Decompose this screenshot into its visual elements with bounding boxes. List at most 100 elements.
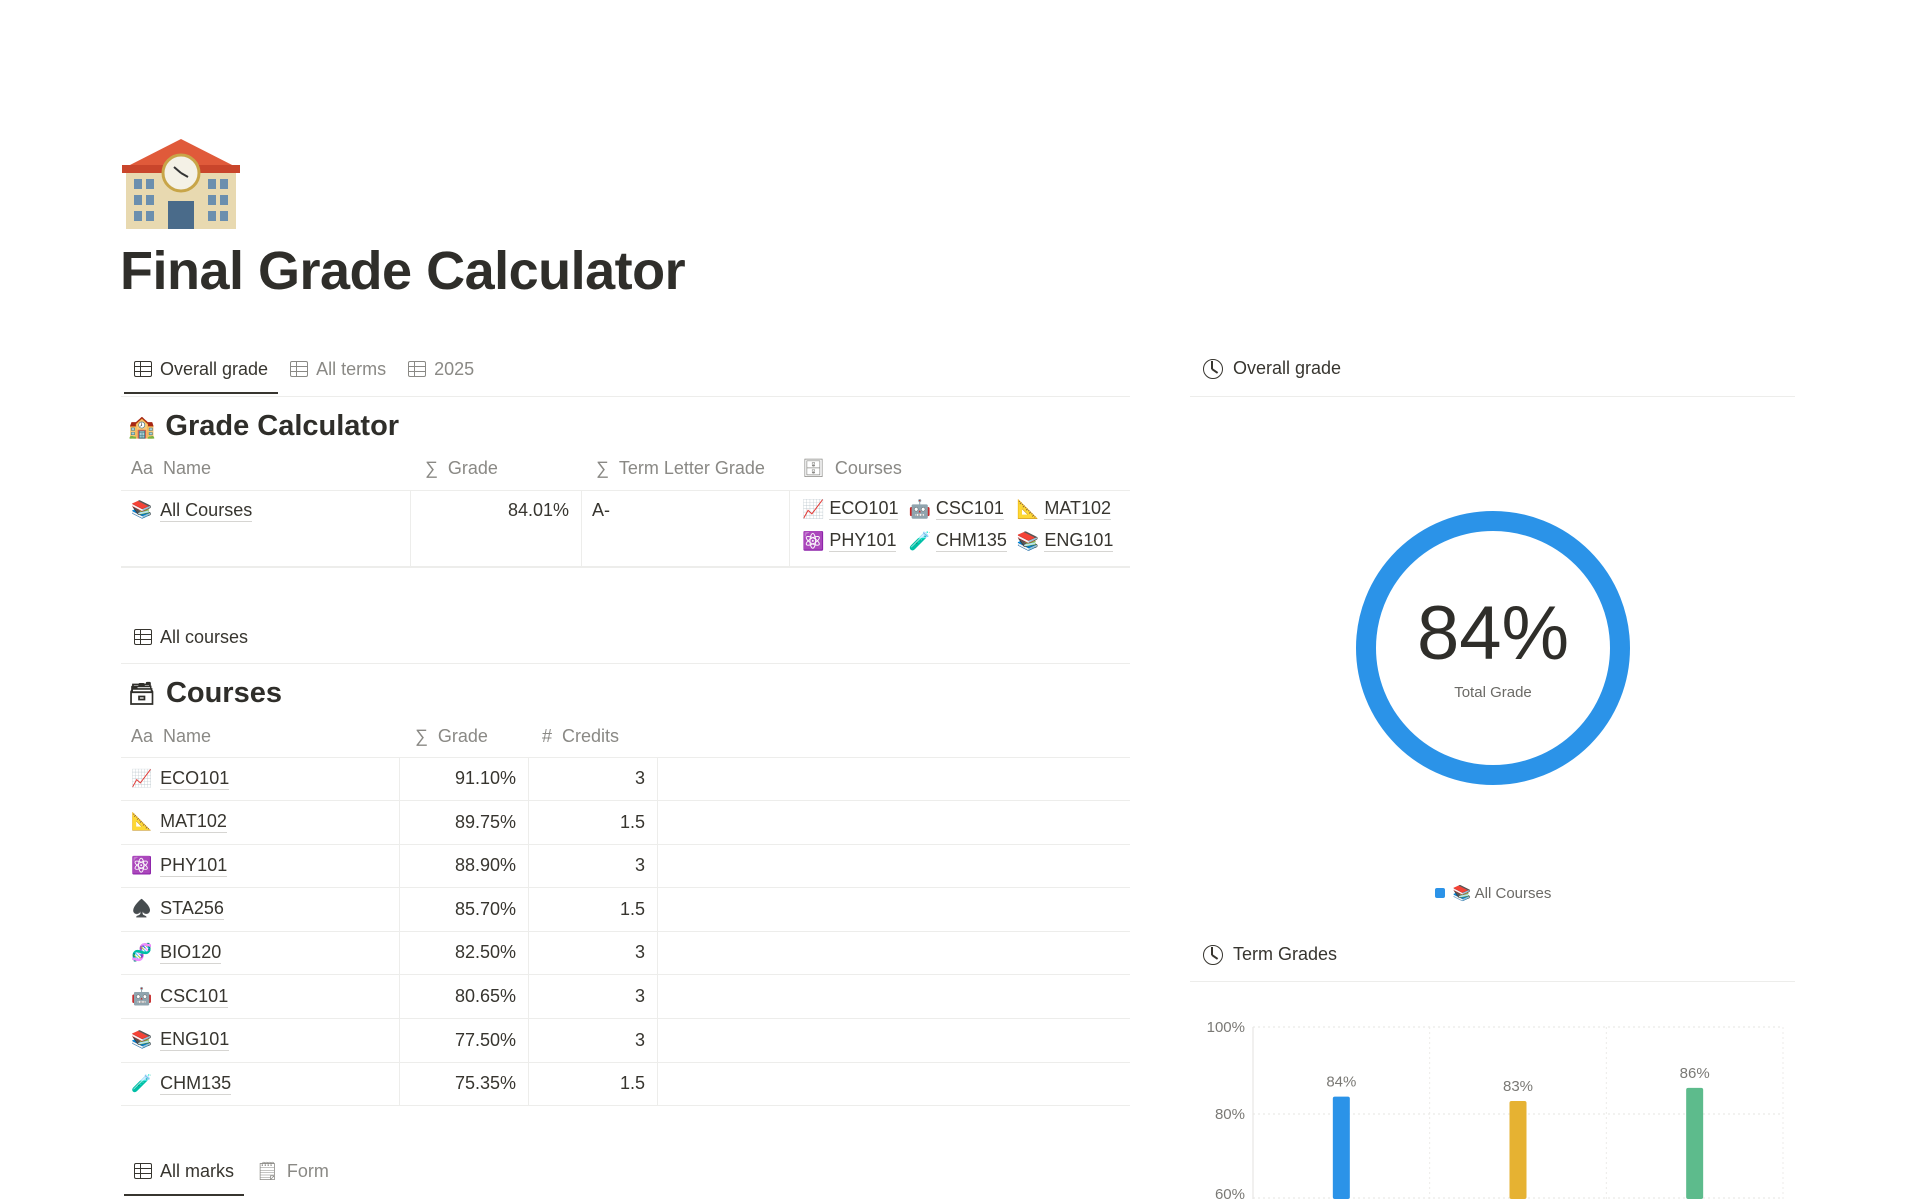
- donut-sublabel: Total Grade: [1454, 684, 1532, 701]
- bar[interactable]: [1332, 1096, 1350, 1199]
- col-label: Term Letter Grade: [618, 458, 765, 478]
- row-name[interactable]: CHM135: [160, 1072, 232, 1095]
- credits-cell: 3: [529, 844, 658, 888]
- donut-legend: 📚 All Courses: [1343, 884, 1643, 902]
- table-row[interactable]: ♠️ STA256 85.70% 1.5: [121, 887, 1130, 932]
- name-cell[interactable]: 🤖 CSC101: [121, 975, 400, 1018]
- grade-cell: 85.70%: [400, 887, 529, 931]
- table-row[interactable]: 📈 ECO101 91.10% 3: [121, 757, 1130, 801]
- row-name[interactable]: PHY101: [160, 854, 228, 877]
- table-row[interactable]: 🤖 CSC101 80.65% 3: [121, 975, 1130, 1019]
- credits-cell: 1.5: [529, 800, 658, 844]
- course-chip[interactable]: 🤖 CSC101: [908, 498, 1006, 520]
- chart-header-label: Overall grade: [1233, 358, 1342, 378]
- row-name[interactable]: CSC101: [160, 985, 229, 1008]
- table-row[interactable]: 📐 MAT102 89.75% 1.5: [121, 800, 1130, 845]
- tab-form[interactable]: 🗒 Form: [256, 1161, 329, 1182]
- table-row[interactable]: 🧪 CHM135 75.35% 1.5: [121, 1062, 1130, 1107]
- chart-icon: 📈: [802, 498, 825, 519]
- name-cell[interactable]: 📚 ENG101: [121, 1018, 400, 1062]
- tab-all-terms[interactable]: All terms: [290, 359, 386, 380]
- col-label: Name: [163, 458, 212, 478]
- atom-icon: ⚛️: [802, 530, 825, 551]
- divider: [121, 757, 1130, 758]
- row-name[interactable]: All Courses: [160, 500, 253, 522]
- name-cell[interactable]: 📐 MAT102: [121, 800, 400, 844]
- tab-label: 2025: [434, 358, 475, 379]
- tab-all-marks[interactable]: All marks: [123, 1161, 245, 1196]
- name-cell[interactable]: ⚛️ PHY101: [121, 844, 400, 888]
- name-cell[interactable]: 📈 ECO101: [121, 757, 400, 800]
- col-header-courses[interactable]: 🗄 Courses: [802, 458, 902, 479]
- books-icon: 📚: [1016, 530, 1040, 551]
- row-name[interactable]: ENG101: [160, 1029, 230, 1052]
- col-header-grade[interactable]: ∑ Grade: [415, 726, 488, 747]
- name-cell[interactable]: ♠️ STA256: [121, 887, 400, 931]
- test-tube-icon: 🧪: [908, 530, 931, 551]
- y-tick-label: 100%: [1207, 1019, 1245, 1036]
- table-icon: [290, 361, 309, 377]
- legend-swatch: [1434, 888, 1445, 898]
- grade-cell: 89.75%: [400, 800, 529, 844]
- col-header-name[interactable]: Aa Name: [131, 458, 211, 479]
- table-row[interactable]: ⚛️ PHY101 88.90% 3: [121, 844, 1130, 889]
- y-tick-label: 60%: [1215, 1186, 1245, 1199]
- ruler-icon: 📐: [131, 812, 153, 832]
- row-name[interactable]: STA256: [160, 898, 224, 921]
- divider: [1190, 981, 1795, 982]
- tab-all-courses[interactable]: All courses: [134, 627, 248, 648]
- y-tick-label: 80%: [1215, 1106, 1245, 1123]
- col-header-letter[interactable]: ∑ Term Letter Grade: [596, 458, 765, 479]
- name-cell[interactable]: 🧬 BIO120: [121, 931, 400, 975]
- text-type-icon: Aa: [131, 458, 154, 478]
- row-name[interactable]: ECO101: [160, 767, 230, 790]
- table-row[interactable]: 📚 ENG101 77.50% 3: [121, 1018, 1130, 1063]
- bar-data-label: 84%: [1326, 1074, 1356, 1091]
- courses-heading: 🗃 Courses: [128, 677, 282, 710]
- name-cell[interactable]: 📚 All Courses: [121, 490, 411, 566]
- divider: [121, 663, 1130, 664]
- number-icon: #: [542, 726, 553, 746]
- col-label: Grade: [447, 458, 498, 478]
- ruler-icon: 📐: [1016, 498, 1040, 519]
- page-title: Final Grade Calculator: [120, 241, 686, 301]
- divider: [121, 396, 1130, 397]
- row-name[interactable]: BIO120: [160, 941, 222, 964]
- tab-label: All courses: [160, 626, 249, 647]
- chart-icon: 📈: [131, 768, 153, 788]
- col-label: Name: [163, 726, 212, 746]
- robot-icon: 🤖: [908, 498, 931, 519]
- table-row[interactable]: 🧬 BIO120 82.50% 3: [121, 931, 1130, 976]
- col-header-name[interactable]: Aa Name: [131, 726, 211, 747]
- grade-calculator-heading: 🏫 Grade Calculator: [128, 410, 399, 443]
- chart-header-label: Term Grades: [1233, 944, 1338, 964]
- courses-cell[interactable]: 📈 ECO101 🤖 CSC101 📐 MAT102 ⚛️ PHY101 🧪 CHM135…: [790, 490, 1150, 566]
- course-chip[interactable]: 🧪 CHM135: [908, 530, 1007, 552]
- view-tabs: Overall grade All terms 2025: [123, 356, 474, 394]
- col-header-credits[interactable]: # Credits: [542, 726, 619, 747]
- col-header-grade[interactable]: ∑ Grade: [425, 458, 498, 479]
- overall-grade-chart-header[interactable]: Overall grade: [1203, 358, 1341, 379]
- tab-overall-grade[interactable]: Overall grade: [123, 359, 279, 394]
- tab-2025[interactable]: 2025: [408, 359, 474, 380]
- grade-cell: 88.90%: [400, 844, 529, 888]
- col-label: Credits: [562, 726, 620, 746]
- grade-cell: 77.50%: [400, 1018, 529, 1062]
- books-icon: 📚: [131, 1030, 153, 1050]
- course-chip[interactable]: 📚 ENG101: [1016, 530, 1114, 552]
- bar[interactable]: [1686, 1087, 1704, 1199]
- table-row[interactable]: 📚 All Courses 84.01% A- 📈 ECO101 🤖 CSC101 📐…: [121, 490, 1130, 568]
- course-chip[interactable]: 📐 MAT102: [1017, 498, 1113, 520]
- row-name[interactable]: MAT102: [160, 811, 227, 834]
- chart-pie-icon: [1203, 944, 1223, 965]
- term-grades-chart-header[interactable]: Term Grades: [1203, 944, 1337, 965]
- legend-label: 📚 All Courses: [1452, 885, 1552, 902]
- bar[interactable]: [1509, 1100, 1527, 1199]
- table-icon: [408, 361, 427, 377]
- name-cell[interactable]: 🧪 CHM135: [121, 1062, 400, 1106]
- course-chip[interactable]: 📈 ECO101: [802, 498, 899, 520]
- donut-value: 84%: [1416, 591, 1570, 676]
- course-chip[interactable]: ⚛️ PHY101: [802, 530, 898, 552]
- formula-icon: ∑: [425, 458, 438, 478]
- form-icon: 🗒: [256, 1160, 279, 1181]
